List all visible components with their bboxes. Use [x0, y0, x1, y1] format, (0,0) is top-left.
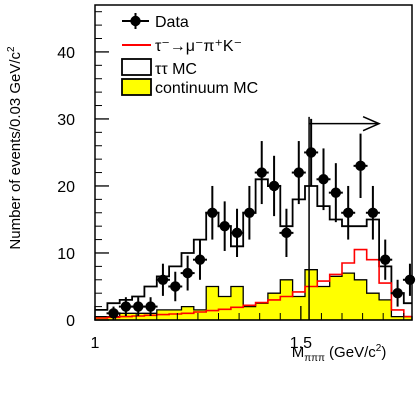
- data-point-marker: [281, 227, 292, 239]
- legend-data-marker: [130, 15, 141, 27]
- y-tick-label: 0: [66, 313, 75, 330]
- legend-label: Data: [155, 14, 189, 31]
- data-point: [254, 141, 269, 205]
- data-point: [106, 306, 121, 320]
- x-tick-label: 1.5: [290, 335, 312, 352]
- y-tick-label: 20: [57, 179, 75, 196]
- legend-entry-data: Data: [122, 13, 189, 31]
- continuum-mc-fill: [94, 269, 413, 321]
- data-point-marker: [256, 167, 267, 178]
- data-point-marker: [170, 281, 181, 292]
- data-point-marker: [268, 180, 280, 192]
- legend-entry-mc: ττ MC: [121, 58, 197, 78]
- data-point: [242, 185, 257, 240]
- legend-continuum-box: [121, 78, 152, 96]
- data-point-marker: [318, 174, 329, 185]
- data-point: [180, 255, 195, 291]
- data-point-marker: [231, 227, 243, 239]
- data-point: [131, 297, 146, 316]
- data-point-marker: [305, 147, 317, 158]
- cut-arrow-head: [362, 115, 381, 132]
- data-point: [291, 141, 306, 205]
- svg-text:Number of events/0.03 GeV/c2: Number of events/0.03 GeV/c2: [6, 46, 24, 250]
- data-point-marker: [293, 167, 304, 178]
- data-point-marker: [355, 160, 366, 172]
- data-point-marker: [404, 274, 416, 285]
- y-axis-label-text: Number of events/0.03 GeV/c: [7, 51, 24, 249]
- y-axis-label-sup: 2: [6, 46, 17, 52]
- x-axis-label-units: (GeV/c: [325, 344, 376, 361]
- x-tick-label: 1: [91, 335, 100, 352]
- legend-label: ττ MC: [155, 61, 197, 78]
- y-tick-label: 30: [57, 112, 75, 129]
- data-point: [143, 297, 158, 316]
- data-point: [353, 133, 368, 199]
- data-point-marker: [120, 301, 132, 312]
- data-point-marker: [108, 308, 119, 319]
- data-point: [279, 208, 294, 257]
- x-axis-label-main: M: [292, 344, 305, 361]
- y-tick-label: 10: [57, 246, 75, 263]
- legend-mc-box: [121, 58, 152, 76]
- data-point-marker: [194, 254, 206, 265]
- data-point: [378, 239, 393, 280]
- data-point: [118, 297, 133, 316]
- plot-frame: [94, 4, 413, 321]
- data-point: [168, 271, 183, 302]
- data-point-marker: [182, 267, 193, 279]
- data-point-marker: [342, 207, 354, 218]
- data-point-marker: [330, 187, 342, 198]
- plot-border: [94, 4, 413, 321]
- legend-label: τ⁻→μ⁻π⁺K⁻: [155, 38, 242, 55]
- legend: Data τ⁻→μ⁻π⁺K⁻ ττ MC continuum MC: [121, 13, 258, 97]
- x-axis-label-sup: 2: [376, 343, 382, 354]
- continuum-mc-area: [94, 269, 413, 321]
- legend-entry-signal: τ⁻→μ⁻π⁺K⁻: [122, 38, 242, 55]
- data-point-marker: [244, 207, 255, 218]
- data-point-marker: [157, 274, 169, 285]
- data-point: [267, 155, 282, 217]
- data-point-marker: [380, 254, 391, 265]
- data-point-marker: [392, 287, 403, 299]
- data-point: [402, 263, 416, 296]
- axis-ticks: 0 10 20 30 40 1 1.5: [57, 11, 405, 352]
- svg-text:Mπππ (GeV/c2): Mπππ (GeV/c2): [292, 343, 387, 364]
- data-point: [155, 263, 170, 296]
- data-point: [341, 185, 356, 240]
- y-tick-label: 40: [57, 45, 75, 62]
- x-axis-label: Mπππ (GeV/c2): [292, 343, 387, 364]
- data-point: [304, 118, 319, 186]
- data-points: [106, 118, 416, 320]
- data-point-marker: [145, 301, 156, 312]
- data-point: [365, 185, 380, 240]
- data-point-marker: [133, 301, 144, 312]
- data-point: [205, 185, 220, 240]
- legend-entry-continuum: continuum MC: [121, 78, 258, 97]
- x-axis-label-sub: πππ: [304, 353, 325, 364]
- y-axis-label: Number of events/0.03 GeV/c2: [6, 46, 24, 250]
- data-point: [217, 201, 232, 251]
- data-point: [192, 239, 207, 280]
- legend-label: continuum MC: [155, 80, 258, 97]
- x-axis-label-close: ): [381, 344, 386, 361]
- data-point: [328, 163, 343, 223]
- data-point-marker: [367, 207, 379, 218]
- data-point-marker: [207, 207, 218, 218]
- data-point-marker: [219, 220, 230, 232]
- data-point: [390, 279, 405, 307]
- data-point: [230, 208, 245, 257]
- data-point: [316, 148, 331, 211]
